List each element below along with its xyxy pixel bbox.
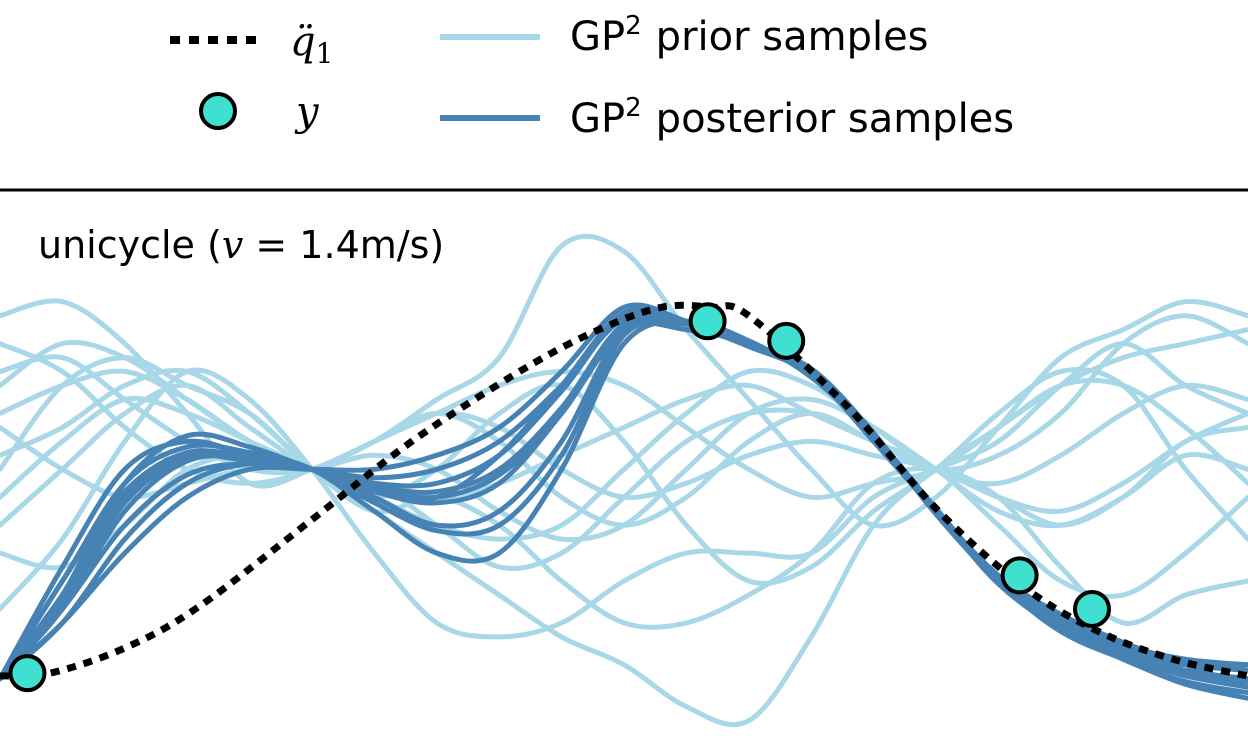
prior-sample-line-10 bbox=[0, 396, 1248, 543]
true-signal-layer bbox=[0, 301, 1248, 680]
legend-label-true-signal-sub: 1 bbox=[316, 37, 334, 70]
posterior-sample-line-8 bbox=[0, 318, 1248, 701]
posterior-sample-line-9 bbox=[0, 313, 1248, 682]
legend-label-posterior-rest: posterior samples bbox=[656, 96, 1014, 142]
prior-sample-line-7 bbox=[0, 410, 1248, 571]
observations-layer bbox=[8, 302, 1111, 693]
legend-label-posterior-gp: GP bbox=[570, 96, 625, 142]
legend-entry-posterior: GP2 posterior samples bbox=[440, 93, 1014, 142]
observation-point-3 bbox=[1000, 556, 1039, 595]
annotation-prefix: unicycle ( bbox=[38, 223, 222, 267]
prior-samples-layer bbox=[0, 233, 1248, 728]
legend-label-observation: y bbox=[294, 89, 320, 135]
svg-text:q̈1: q̈1 bbox=[290, 19, 333, 70]
legend-entry-true-signal: q̈1 bbox=[170, 19, 333, 70]
legend-label-prior-gp: GP bbox=[570, 14, 625, 60]
plot-area: unicycle (v = 1.4m/s) bbox=[0, 188, 1248, 728]
observation-point-0 bbox=[8, 654, 47, 693]
plot-annotation: unicycle (v = 1.4m/s) bbox=[38, 223, 444, 267]
observation-point-1 bbox=[688, 302, 727, 341]
observation-point-2 bbox=[767, 321, 806, 360]
prior-sample-line-9 bbox=[0, 367, 1248, 542]
annotation-suffix: = 1.4m/s) bbox=[243, 223, 444, 267]
legend-label-prior-rest: prior samples bbox=[656, 14, 929, 60]
legend-label-prior-sup: 2 bbox=[625, 11, 642, 41]
prior-sample-line-11 bbox=[0, 313, 1248, 500]
posterior-sample-line-2 bbox=[0, 314, 1248, 690]
posterior-samples-layer bbox=[0, 302, 1248, 701]
true-signal-line bbox=[0, 301, 1248, 680]
legend-label-true-signal: q̈ bbox=[290, 19, 316, 65]
legend-swatch-marker bbox=[199, 92, 237, 130]
legend-label-posterior-sup: 2 bbox=[625, 93, 642, 123]
observation-point-4 bbox=[1073, 589, 1111, 628]
prior-sample-line-4 bbox=[0, 366, 1248, 586]
legend-entry-observation: y bbox=[199, 89, 320, 135]
annotation-var: v bbox=[222, 223, 244, 267]
legend-entry-prior: GP2 prior samples bbox=[440, 11, 929, 60]
legend: q̈1 y GP2 prior samples GP2 posterior samp… bbox=[170, 11, 1014, 142]
